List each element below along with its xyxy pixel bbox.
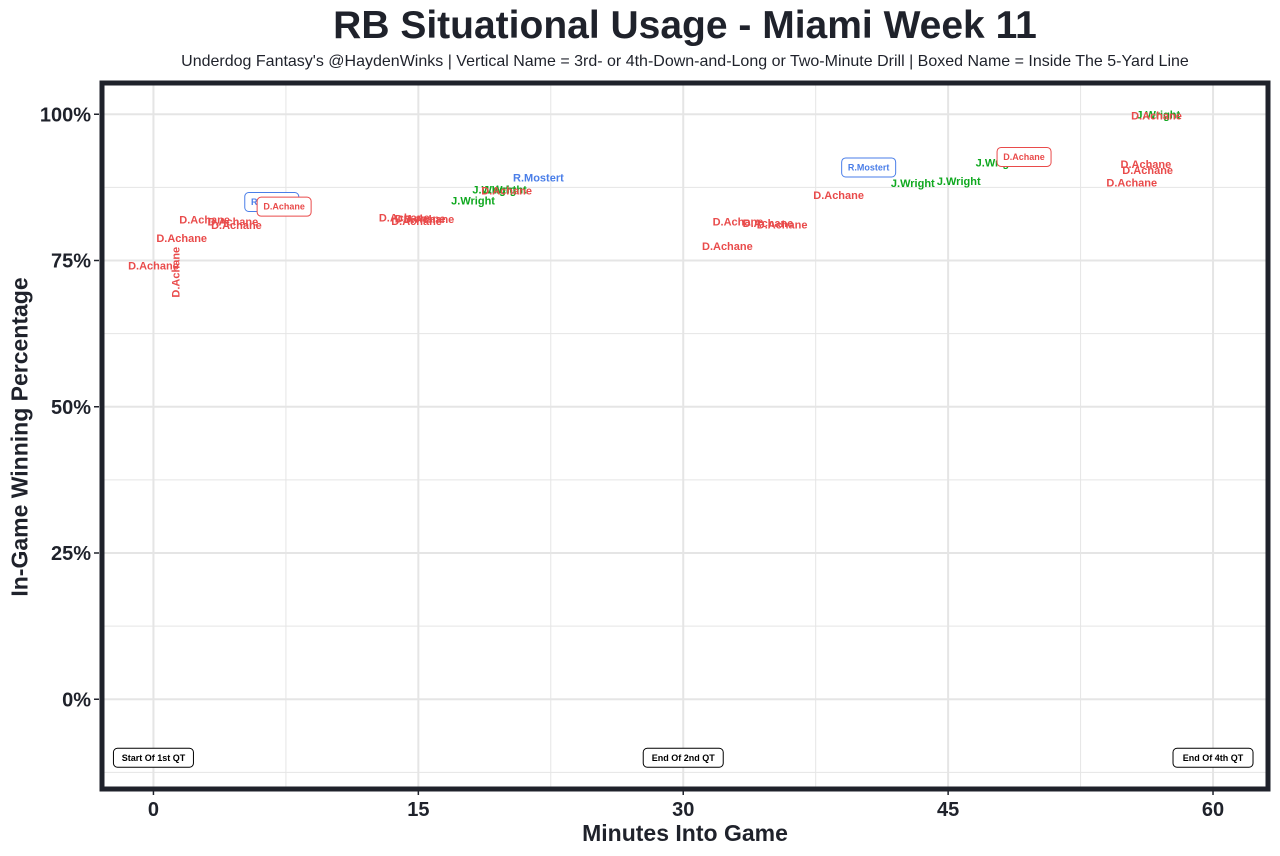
point-label: D.Achane (156, 233, 207, 245)
grid-lines (104, 85, 1266, 787)
point-label: R.Mostert (513, 173, 564, 185)
annotation-text: End Of 4th QT (1183, 753, 1244, 763)
point-label: D.Achane (128, 260, 179, 272)
boxed-point-label: D.Achane (996, 146, 1052, 167)
plot-frame (99, 80, 1271, 792)
annotation-box (112, 747, 194, 768)
y-tick-label: 50% (51, 397, 91, 419)
annotation-box (642, 747, 724, 768)
x-tick-label: 30 (672, 799, 694, 821)
point-label: J.Wright (451, 195, 495, 207)
x-tick-label: 15 (407, 799, 429, 821)
annotation-text: Start Of 1st QT (122, 753, 186, 763)
data-marks: D.AchaneD.AchaneD.AchaneD.AchaneD.Achane… (128, 109, 1182, 297)
point-label: D.Achane (1121, 159, 1172, 171)
point-label: D.Achane (1131, 111, 1182, 123)
point-label: J.Wright (483, 184, 527, 196)
x-tick-label: 60 (1202, 799, 1224, 821)
point-label: J.Wright (472, 184, 516, 196)
point-label: J.Wright (891, 178, 935, 190)
label-box (256, 196, 312, 217)
point-label: D.Achane (702, 241, 753, 253)
quarter-annotation: End Of 4th QT (1172, 747, 1254, 768)
point-label: D.Achane (481, 185, 532, 197)
annotation-box (1172, 747, 1254, 768)
chart-title: RB Situational Usage - Miami Week 11 (333, 4, 1037, 47)
point-label: R.Mostert (848, 162, 890, 172)
point-label: D.Achane (813, 190, 864, 202)
point-label: D.Achane (1106, 177, 1157, 189)
point-label: D.Achane (170, 247, 182, 298)
point-label: J.Wright (1136, 109, 1180, 121)
point-label: D.Achane (713, 216, 764, 228)
point-label: D.Achane (1003, 152, 1045, 162)
point-label: J.Wright (937, 176, 981, 188)
x-tick-label: 0 (148, 799, 159, 821)
y-tick-label: 100% (40, 104, 91, 126)
point-label: D.Achane (395, 214, 446, 226)
point-label: D.Achane (379, 212, 430, 224)
quarter-annotation: End Of 2nd QT (642, 747, 724, 768)
boxed-point-label: R.Mostert (841, 157, 897, 178)
label-box (996, 146, 1052, 167)
y-tick-label: 0% (62, 689, 91, 711)
point-label: D.Achane (211, 220, 262, 232)
point-label: D.Achane (757, 219, 808, 231)
axis-ticks: 0 15 30 45 60 0% 25% 50% 75% 100% (40, 104, 1224, 821)
point-label: D.Achane (208, 216, 259, 228)
boxed-point-label: D.Achane (256, 196, 312, 217)
y-axis-label: In-Game Winning Percentage (6, 277, 33, 597)
annotation-text: End Of 2nd QT (652, 753, 715, 763)
point-label: D.Achane (391, 216, 442, 228)
quarter-annotation: Start Of 1st QT (112, 747, 194, 768)
y-tick-label: 75% (51, 251, 91, 273)
x-tick-label: 45 (937, 799, 959, 821)
point-label: D.Achane (404, 214, 455, 226)
chart-subtitle: Underdog Fantasy's @HaydenWinks | Vertic… (181, 53, 1189, 70)
point-label: D.Achane (179, 215, 230, 227)
y-tick-label: 25% (51, 543, 91, 565)
point-label: D.Achane (743, 218, 794, 230)
label-box (841, 157, 897, 178)
point-label: D.Achane (263, 202, 305, 212)
quarter-annotations: Start Of 1st QT End Of 2nd QT End Of 4th Q… (112, 747, 1254, 768)
x-axis-label: Minutes Into Game (582, 820, 788, 846)
point-label: D.Achane (1122, 165, 1173, 177)
